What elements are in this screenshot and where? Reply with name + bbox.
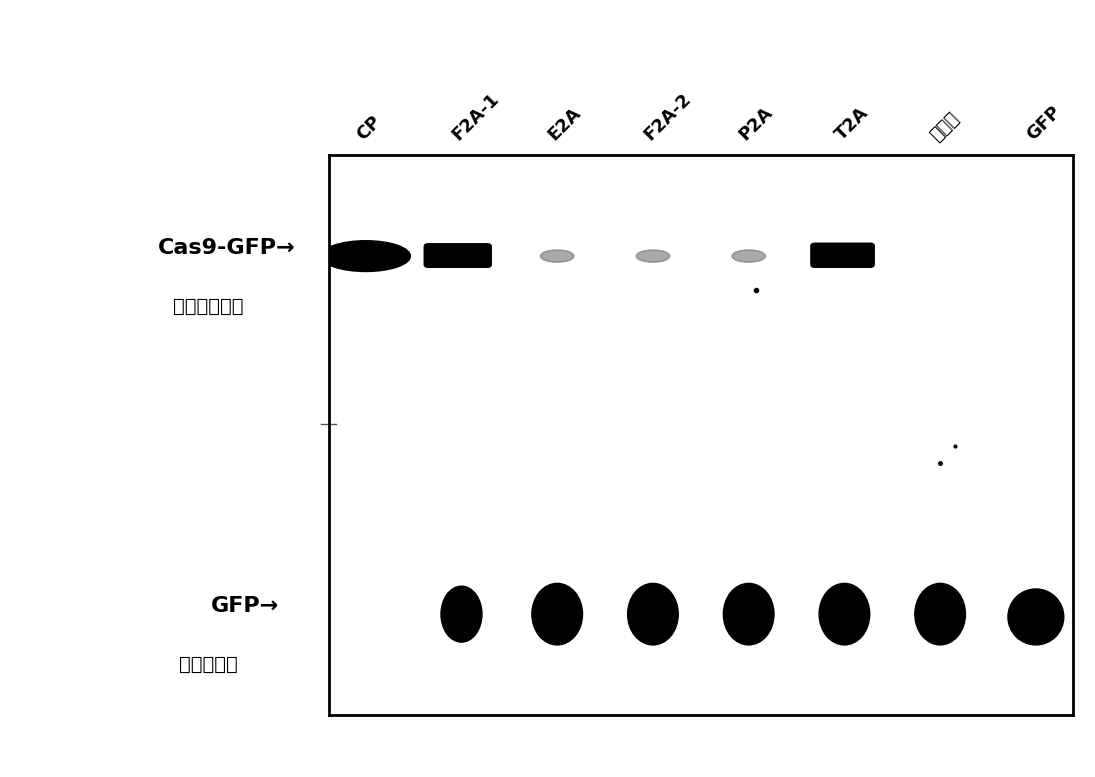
Text: CP: CP	[353, 113, 384, 145]
Text: 空载体: 空载体	[927, 109, 963, 145]
Text: F2A-1: F2A-1	[449, 90, 503, 145]
Ellipse shape	[724, 584, 774, 645]
Text: F2A-2: F2A-2	[641, 90, 694, 145]
Text: Cas9-GFP→: Cas9-GFP→	[158, 239, 296, 258]
Ellipse shape	[627, 584, 678, 645]
Text: （未切割的）: （未切割的）	[173, 297, 243, 316]
Ellipse shape	[532, 584, 583, 645]
Text: GFP→: GFP→	[211, 597, 279, 616]
Text: GFP: GFP	[1023, 103, 1064, 145]
Ellipse shape	[321, 241, 411, 271]
Text: P2A: P2A	[736, 103, 776, 145]
FancyBboxPatch shape	[811, 243, 874, 267]
Ellipse shape	[819, 584, 869, 645]
FancyBboxPatch shape	[424, 244, 492, 267]
Ellipse shape	[636, 250, 670, 263]
Ellipse shape	[541, 250, 574, 263]
Ellipse shape	[731, 250, 765, 263]
Text: T2A: T2A	[832, 104, 872, 145]
Text: （切割的）: （切割的）	[178, 655, 238, 674]
Ellipse shape	[1007, 589, 1063, 645]
Ellipse shape	[441, 586, 482, 642]
Text: E2A: E2A	[544, 104, 585, 145]
Ellipse shape	[914, 584, 966, 645]
